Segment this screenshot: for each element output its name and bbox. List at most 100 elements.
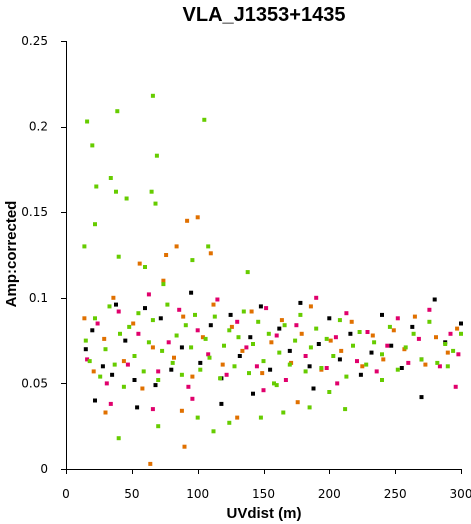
y-tick-label: 0.05	[21, 376, 48, 390]
data-point	[118, 331, 122, 336]
data-point	[156, 378, 161, 382]
data-point	[432, 297, 437, 302]
x-tick-label: 250	[384, 487, 407, 501]
data-point	[319, 366, 324, 370]
data-point	[387, 324, 392, 329]
data-point	[419, 395, 424, 400]
data-point	[343, 407, 348, 412]
data-point	[143, 306, 147, 311]
data-point	[82, 244, 87, 249]
data-point	[100, 364, 105, 369]
data-point	[207, 355, 212, 360]
data-point	[260, 371, 265, 376]
data-point	[202, 117, 207, 122]
data-point	[411, 331, 416, 336]
data-point	[294, 323, 299, 328]
data-point	[456, 352, 461, 357]
data-point	[116, 254, 121, 259]
data-point	[412, 314, 417, 319]
data-point	[249, 309, 254, 314]
data-point	[95, 321, 100, 326]
data-point	[423, 362, 428, 367]
data-point	[395, 316, 400, 321]
chart-title: VLA_J1353+1435	[183, 4, 346, 26]
data-point	[448, 331, 453, 336]
data-point	[211, 429, 216, 434]
data-point	[154, 153, 159, 158]
data-point	[339, 348, 344, 353]
data-point	[357, 330, 362, 334]
data-point	[177, 307, 182, 312]
data-point	[235, 319, 240, 324]
data-point	[93, 316, 97, 321]
data-point	[156, 369, 161, 374]
data-point	[266, 331, 271, 336]
data-point	[451, 348, 456, 353]
data-series	[85, 292, 461, 412]
y-tick-label: 0.15	[21, 205, 48, 219]
data-point	[281, 410, 286, 415]
data-point	[135, 405, 140, 410]
data-point	[264, 306, 269, 311]
y-tick-label: 0.1	[29, 291, 48, 305]
data-point	[87, 359, 92, 364]
data-point	[406, 360, 411, 365]
data-point	[316, 342, 321, 346]
data-point	[337, 357, 342, 362]
data-point	[443, 342, 448, 346]
data-point	[103, 347, 108, 352]
data-point	[254, 364, 259, 369]
data-point	[124, 196, 129, 201]
data-point	[395, 367, 400, 372]
data-point	[419, 357, 424, 362]
data-point	[372, 340, 377, 345]
data-point	[348, 331, 353, 336]
data-point	[299, 331, 304, 336]
data-point	[104, 381, 109, 386]
data-point	[123, 338, 128, 343]
data-point	[358, 372, 363, 377]
data-point	[93, 398, 97, 403]
data-point	[185, 218, 190, 223]
data-point	[279, 318, 284, 323]
data-point	[335, 381, 340, 386]
data-point	[307, 405, 312, 410]
data-point	[132, 354, 137, 358]
data-point	[161, 282, 166, 287]
y-tick-label: 0.2	[29, 120, 48, 134]
data-point	[227, 328, 232, 333]
data-point	[331, 354, 336, 358]
data-point	[116, 436, 121, 441]
data-point	[131, 321, 136, 326]
data-point	[98, 374, 103, 379]
data-point	[116, 309, 121, 314]
x-tick-label: 50	[124, 487, 139, 501]
data-point	[206, 244, 211, 249]
data-point	[125, 362, 130, 367]
data-point	[179, 408, 184, 413]
data-point	[121, 359, 126, 364]
data-point	[427, 319, 432, 324]
data-point	[85, 119, 90, 124]
data-point	[103, 410, 108, 415]
data-point	[112, 362, 117, 367]
data-point	[179, 345, 184, 350]
data-point	[445, 350, 450, 355]
data-point	[427, 307, 432, 312]
data-point	[211, 302, 216, 307]
data-point	[182, 444, 187, 449]
data-point	[344, 374, 349, 379]
data-point	[169, 367, 174, 372]
data-series	[82, 93, 463, 441]
data-point	[282, 323, 287, 328]
data-point	[190, 258, 195, 263]
data-point	[166, 340, 171, 345]
data-point	[114, 189, 118, 194]
data-point	[269, 340, 274, 345]
data-point	[416, 336, 421, 341]
data-point	[385, 343, 390, 348]
data-point	[189, 290, 194, 295]
data-point	[455, 326, 460, 331]
data-point	[399, 366, 404, 370]
